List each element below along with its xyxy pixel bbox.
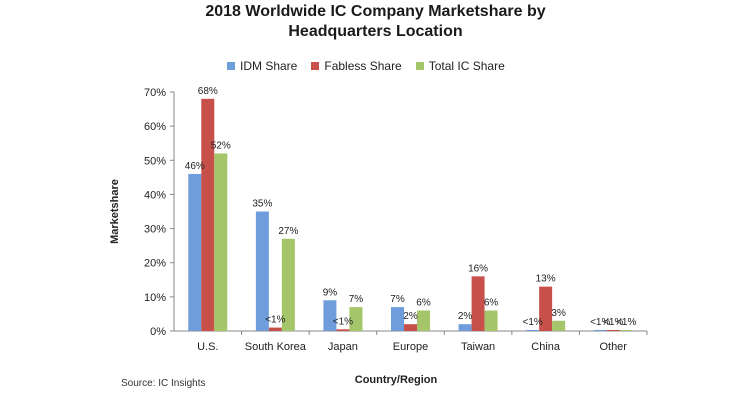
y-tick-label: 10% — [144, 292, 166, 304]
bar — [619, 329, 633, 331]
legend-swatch-idm — [227, 62, 235, 70]
data-label: 9% — [323, 287, 338, 298]
data-label: 16% — [468, 263, 488, 274]
bar — [281, 238, 295, 331]
bar — [458, 324, 472, 331]
bar — [417, 310, 430, 331]
data-label: <1% — [603, 317, 623, 328]
y-tick-label: 40% — [144, 189, 166, 201]
x-tick-label: Japan — [328, 341, 358, 353]
legend-swatch-total — [415, 62, 424, 70]
legend-item-fabless: Fabless Share — [311, 59, 402, 73]
data-label: 7% — [349, 294, 364, 305]
bar — [539, 286, 553, 331]
bar — [336, 329, 350, 331]
data-label: 13% — [536, 274, 556, 285]
axes: 0% 10% 20% 30% 40% 50% 60% 70% U.S. South Korea Ja… — [144, 87, 648, 353]
data-label: <1% — [522, 317, 542, 328]
data-label: 7% — [390, 294, 405, 305]
data-label: 3% — [551, 308, 566, 319]
data-label: 68% — [198, 86, 218, 97]
x-tick-label: Taiwan — [461, 341, 495, 353]
bar — [201, 98, 215, 331]
data-labels: 46% 68% 52% 35% <1% 27% 9% <1% 7% 7% 2% 6% 2% 16% 6% <1… — [185, 86, 637, 328]
x-tick-label: China — [531, 341, 561, 353]
data-label: 6% — [416, 298, 431, 309]
data-label: <1% — [265, 315, 285, 326]
legend-label-idm: IDM Share — [240, 59, 298, 73]
legend-label-fabless: Fabless Share — [324, 59, 402, 73]
legend-label-total: Total IC Share — [428, 59, 505, 73]
x-tick-label: U.S. — [197, 341, 218, 353]
data-label: 2% — [403, 311, 418, 322]
data-label: <1% — [616, 317, 636, 328]
data-label: 35% — [252, 199, 272, 210]
y-tick-label: 50% — [144, 155, 166, 167]
bar — [268, 327, 282, 331]
bar — [404, 324, 417, 331]
bar — [552, 320, 566, 331]
data-label: <1% — [590, 317, 610, 328]
chart-title: 2018 Worldwide IC Company Marketshare by… — [0, 2, 751, 42]
y-tick-label: 0% — [150, 326, 166, 338]
data-label: 52% — [211, 140, 231, 151]
bar — [484, 310, 498, 331]
legend: IDM Share Fabless Share Total IC Share — [227, 58, 505, 74]
y-tick-label: 20% — [144, 258, 166, 270]
data-label: 2% — [458, 311, 473, 322]
data-label: 6% — [484, 298, 499, 309]
chart-title-line-2: Headquarters Location — [288, 23, 463, 40]
x-tick-label: Europe — [393, 341, 428, 353]
data-label: 27% — [278, 226, 298, 237]
bar — [255, 211, 269, 331]
data-label: 46% — [185, 161, 205, 172]
y-axis-title: Marketshare — [109, 179, 121, 244]
bar — [526, 329, 540, 331]
bar — [323, 300, 337, 331]
legend-swatch-fabless — [311, 62, 320, 70]
data-label: <1% — [333, 316, 353, 327]
x-axis-title: Country/Region — [355, 374, 438, 386]
bar — [214, 153, 228, 331]
legend-item-total: Total IC Share — [415, 59, 505, 73]
bar — [593, 329, 607, 331]
bar — [606, 329, 620, 331]
legend-item-idm: IDM Share — [227, 59, 297, 73]
y-tick-label: 30% — [144, 224, 166, 236]
source-note: Source: IC Insights — [121, 378, 206, 389]
y-tick-label: 60% — [144, 121, 166, 133]
y-tick-label: 70% — [144, 87, 166, 99]
x-tick-label: South Korea — [245, 341, 307, 353]
bars — [188, 98, 633, 331]
chart-title-line-1: 2018 Worldwide IC Company Marketshare by — [205, 3, 546, 20]
x-tick-label: Other — [599, 341, 627, 353]
bar — [471, 276, 485, 331]
bar — [349, 307, 363, 331]
bar — [188, 173, 202, 331]
bar — [391, 307, 404, 331]
